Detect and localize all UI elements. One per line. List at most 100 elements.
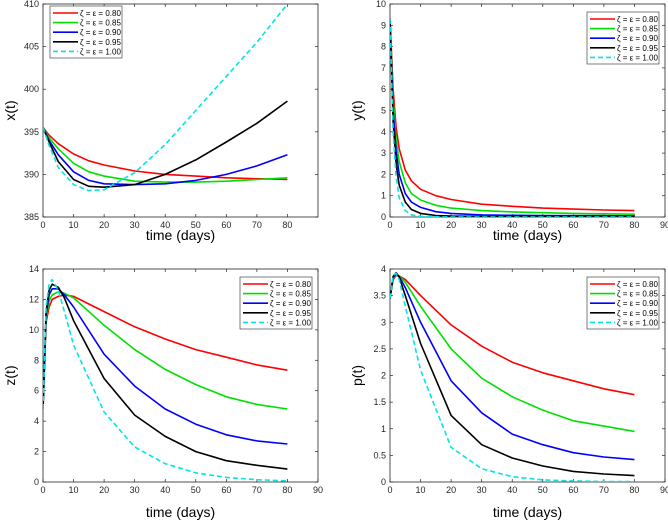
x-axis-label: time (days) bbox=[493, 504, 562, 520]
x-tick-label: 40 bbox=[507, 485, 517, 495]
x-tick-label: 20 bbox=[446, 485, 456, 495]
x-tick-label: 80 bbox=[282, 485, 292, 495]
x-tick-label: 80 bbox=[629, 220, 639, 230]
legend-label: ζ = ε = 1.00 bbox=[617, 318, 658, 327]
y-tick-label: 385 bbox=[24, 212, 39, 222]
legend-label: ζ = ε = 0.80 bbox=[617, 280, 658, 289]
y-tick-label: 410 bbox=[24, 0, 39, 9]
y-tick-label: 3.5 bbox=[373, 291, 386, 301]
legend-label: ζ = ε = 0.95 bbox=[80, 38, 121, 47]
legend-label: ζ = ε = 0.85 bbox=[270, 290, 311, 299]
legend-box bbox=[239, 276, 313, 330]
y-tick-label: 8 bbox=[34, 355, 39, 365]
legend: ζ = ε = 0.80ζ = ε = 0.85ζ = ε = 0.90ζ = … bbox=[586, 11, 660, 65]
legend-label: ζ = ε = 0.90 bbox=[617, 34, 658, 43]
legend-label: ζ = ε = 0.80 bbox=[270, 280, 311, 289]
y-tick-label: 0 bbox=[381, 212, 386, 222]
y-tick-label: 1.5 bbox=[373, 397, 386, 407]
x-tick-label: 30 bbox=[130, 220, 140, 230]
x-tick-label: 0 bbox=[387, 485, 392, 495]
x-tick-label: 80 bbox=[629, 485, 639, 495]
series-line-0.80 bbox=[390, 18, 635, 212]
x-tick-label: 20 bbox=[99, 220, 109, 230]
x-tick-label: 90 bbox=[660, 220, 668, 230]
legend-label: ζ = ε = 0.85 bbox=[617, 25, 658, 34]
subplot-pt: 0 10 20 30 40 50 60 70 80 90 0 0.5 1 1.5 2 2.5 3 3.5 4 time… bbox=[349, 264, 668, 520]
y-axis-label: x(t) bbox=[2, 100, 18, 120]
x-tick-label: 50 bbox=[191, 220, 201, 230]
y-axis-label: z(t) bbox=[2, 365, 18, 385]
y-tick-label: 6 bbox=[381, 84, 386, 94]
x-tick-label: 0 bbox=[40, 220, 45, 230]
legend-label: ζ = ε = 1.00 bbox=[80, 47, 121, 56]
y-tick-label: 2.5 bbox=[373, 344, 386, 354]
x-tick-label: 30 bbox=[130, 485, 140, 495]
series-line-0.90 bbox=[43, 127, 288, 186]
x-tick-label: 70 bbox=[252, 485, 262, 495]
legend-label: ζ = ε = 1.00 bbox=[270, 318, 311, 327]
y-tick-label: 1 bbox=[381, 424, 386, 434]
legend-label: ζ = ε = 0.95 bbox=[617, 44, 658, 53]
series-line-1.00 bbox=[43, 4, 289, 192]
x-tick-label: 40 bbox=[160, 485, 170, 495]
series-line-1.00 bbox=[390, 18, 635, 217]
subplot-yt: 0 10 20 30 40 50 60 70 80 90 0 1 2 3 4 5 6 7 8 9 10 time (day… bbox=[349, 0, 668, 243]
series-line-0.90 bbox=[390, 18, 635, 217]
y-tick-label: 12 bbox=[29, 294, 39, 304]
series-line-0.85 bbox=[43, 127, 288, 183]
x-tick-label: 0 bbox=[40, 485, 45, 495]
x-tick-label: 0 bbox=[387, 220, 392, 230]
x-tick-label: 90 bbox=[313, 485, 323, 495]
series-line-0.95 bbox=[43, 100, 288, 188]
x-tick-label: 60 bbox=[568, 485, 578, 495]
y-tick-label: 2 bbox=[381, 371, 386, 381]
legend-label: ζ = ε = 0.80 bbox=[80, 9, 121, 18]
series-line-0.85 bbox=[390, 18, 635, 215]
x-tick-label: 20 bbox=[446, 220, 456, 230]
x-tick-label: 50 bbox=[538, 220, 548, 230]
x-axis-label: time (days) bbox=[146, 504, 215, 520]
y-tick-label: 6 bbox=[34, 386, 39, 396]
y-tick-label: 405 bbox=[24, 42, 39, 52]
subplot-xt: 0 10 20 30 40 50 60 70 80 385 390 395 400 405 410 time … bbox=[2, 0, 319, 243]
y-tick-label: 390 bbox=[24, 169, 39, 179]
x-tick-label: 40 bbox=[507, 220, 517, 230]
y-tick-label: 7 bbox=[381, 63, 386, 73]
series-line-1.00 bbox=[390, 272, 635, 482]
x-tick-label: 10 bbox=[416, 485, 426, 495]
y-tick-label: 10 bbox=[29, 325, 39, 335]
y-tick-label: 400 bbox=[24, 84, 39, 94]
y-tick-label: 2 bbox=[34, 447, 39, 457]
x-tick-label: 90 bbox=[660, 485, 668, 495]
x-tick-label: 60 bbox=[221, 485, 231, 495]
y-tick-label: 5 bbox=[381, 106, 386, 116]
x-axis-label: time (days) bbox=[146, 227, 215, 243]
x-tick-label: 60 bbox=[568, 220, 578, 230]
x-tick-label: 70 bbox=[599, 485, 609, 495]
series-line-0.80 bbox=[43, 127, 288, 181]
y-axis-label: y(t) bbox=[349, 100, 365, 120]
y-tick-label: 0 bbox=[381, 477, 386, 487]
x-tick-label: 30 bbox=[477, 485, 487, 495]
x-axis-label: time (days) bbox=[493, 227, 562, 243]
legend: ζ = ε = 0.80ζ = ε = 0.85ζ = ε = 0.90ζ = … bbox=[586, 276, 660, 330]
x-tick-label: 30 bbox=[477, 220, 487, 230]
legend-label: ζ = ε = 0.90 bbox=[270, 299, 311, 308]
y-tick-label: 4 bbox=[381, 127, 386, 137]
legend: ζ = ε = 0.80ζ = ε = 0.85ζ = ε = 0.90 ζ = … bbox=[239, 276, 313, 330]
y-tick-label: 14 bbox=[29, 264, 39, 274]
series-line-0.80 bbox=[43, 294, 288, 410]
series-line-0.95 bbox=[43, 283, 288, 470]
legend-label: ζ = ε = 0.85 bbox=[617, 290, 658, 299]
x-tick-label: 50 bbox=[191, 485, 201, 495]
x-tick-label: 20 bbox=[99, 485, 109, 495]
y-tick-label: 3 bbox=[381, 148, 386, 158]
series-line-1.00 bbox=[43, 278, 288, 482]
x-tick-label: 10 bbox=[416, 220, 426, 230]
x-tick-label: 50 bbox=[538, 485, 548, 495]
x-tick-label: 10 bbox=[69, 220, 79, 230]
legend-label: ζ = ε = 0.95 bbox=[617, 309, 658, 318]
legend-label: ζ = ε = 0.85 bbox=[80, 19, 121, 28]
x-tick-label: 70 bbox=[252, 220, 262, 230]
x-tick-label: 40 bbox=[160, 220, 170, 230]
